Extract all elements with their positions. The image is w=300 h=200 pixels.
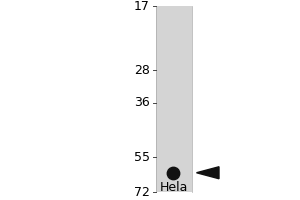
Text: Hela: Hela (160, 181, 188, 194)
Text: 72: 72 (134, 186, 150, 199)
Text: 28: 28 (134, 64, 150, 77)
Text: 36: 36 (134, 96, 150, 109)
Bar (156, 6, 192, 192)
Polygon shape (196, 167, 219, 179)
Text: 17: 17 (134, 0, 150, 13)
Point (170, 171, 175, 174)
Text: 55: 55 (134, 151, 150, 164)
